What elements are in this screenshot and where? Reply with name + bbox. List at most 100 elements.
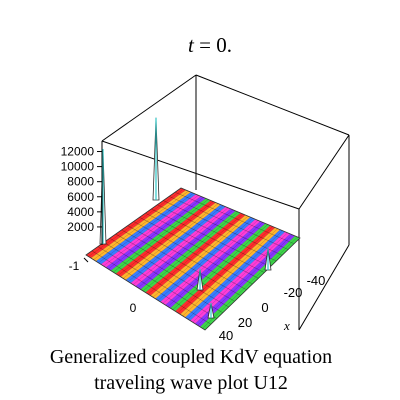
surface-band <box>170 223 271 312</box>
surface-grid-line <box>97 246 218 319</box>
bounding-box-front <box>298 244 350 331</box>
surface-grid-line <box>127 225 247 291</box>
surface-outline <box>85 187 301 331</box>
z-tick-label: 6000 <box>67 190 94 204</box>
bounding-box <box>101 74 350 330</box>
surface-grid-line <box>184 229 281 318</box>
surface-grid-line <box>150 214 246 296</box>
surface-grid-line <box>127 205 224 282</box>
surface-grid-line <box>103 242 223 314</box>
surface-grid-line <box>88 188 184 257</box>
surface-grid-line <box>165 221 261 306</box>
y-axis: -1 0 <box>69 257 137 315</box>
x-tick-label: 40 <box>219 328 233 343</box>
plot-title: t = 0. <box>188 33 232 57</box>
surface-grid-line <box>182 228 278 317</box>
surface-grid-line <box>93 190 189 260</box>
z-tick-label: 4000 <box>67 205 94 219</box>
surface-grid-line <box>95 191 192 262</box>
surface-grid-line <box>163 200 283 256</box>
surface-grid-line <box>189 231 286 321</box>
surface-grid-line <box>132 207 229 285</box>
surface-band <box>90 190 191 262</box>
surface-grid-line <box>110 198 206 271</box>
surface-band <box>135 208 236 290</box>
surface-grid-line <box>130 206 226 284</box>
surface-band <box>105 196 206 271</box>
x-axis-label: x <box>283 318 290 333</box>
caption-line-1: Generalized coupled KdV equation <box>50 346 332 368</box>
surface-band <box>175 225 276 315</box>
surface-grid-line <box>115 233 235 302</box>
surface-grid-line <box>120 202 216 278</box>
surface-grid-line <box>170 223 266 309</box>
surface-band <box>155 217 256 302</box>
surface-grid-line <box>133 221 253 285</box>
surface-band <box>195 233 296 327</box>
surface-grid-line <box>187 230 283 320</box>
surface-grid-line <box>197 234 293 326</box>
surface-grid-line <box>125 204 221 281</box>
surface-grid-line <box>105 196 201 268</box>
surface-grid-line <box>192 232 288 323</box>
surface-grid-line <box>100 194 197 265</box>
box-edge-top-front-left <box>101 140 300 210</box>
surface-band <box>190 231 291 324</box>
surface-band <box>160 219 261 305</box>
surface-grid-line <box>180 227 276 315</box>
surface-grid-line <box>199 235 296 328</box>
surface-floor <box>85 187 301 331</box>
surface-grid-line <box>174 191 295 245</box>
title-variable: t <box>188 33 195 57</box>
surface-grid-line <box>103 195 199 267</box>
surface-grid-line <box>169 196 289 250</box>
x-tick-label: 0 <box>261 300 268 315</box>
surface-grid-line <box>172 224 268 310</box>
surface-grid-line <box>167 222 263 307</box>
surface-grid-line <box>151 208 271 268</box>
surface-grid-line <box>98 193 194 264</box>
surface-band <box>86 188 186 259</box>
box-edge-top-front-right <box>298 134 350 210</box>
surface-grid-line <box>152 215 249 298</box>
x-axis: -40 -20 0 20 40 <box>219 273 326 343</box>
surface-grid-line <box>139 217 259 279</box>
x-tick-label: -20 <box>284 285 303 300</box>
surface-grid-line <box>123 203 219 279</box>
y-tick-label: 0 <box>130 301 137 315</box>
surface-grid-line <box>135 208 231 287</box>
y-tick-mark <box>83 257 89 263</box>
surface-grid-line <box>140 210 236 290</box>
caption-line-2: traveling wave plot U12 <box>94 372 288 394</box>
surface-band <box>95 192 196 265</box>
y-tick-label: -1 <box>69 259 80 273</box>
surface-band <box>185 229 286 321</box>
z-tick-label: 2000 <box>67 220 94 234</box>
surface-band <box>110 198 211 274</box>
z-tick-label: 8000 <box>67 175 94 189</box>
surface-band <box>150 215 251 299</box>
surface-grid-line <box>162 220 259 304</box>
surface-grid-line <box>202 236 298 329</box>
surface-grid-line <box>90 189 187 259</box>
surface-grid-line <box>118 201 214 276</box>
surface-grid-line <box>109 237 229 308</box>
surface-band <box>100 194 201 268</box>
surface-grid-line <box>145 212 265 273</box>
title-value: = 0. <box>194 33 232 57</box>
surface-grid-line <box>147 213 244 295</box>
surface-band <box>180 227 281 318</box>
surface-grid-line <box>113 199 209 273</box>
surface-grid-line <box>142 211 239 292</box>
surface-grid-line <box>115 200 211 274</box>
box-edge-top-back-left <box>101 74 197 142</box>
surface-grid-line <box>121 229 241 296</box>
surface-band <box>140 210 241 293</box>
surface-band <box>165 221 266 309</box>
surface-band <box>125 204 226 284</box>
surface-band <box>115 200 216 277</box>
surface-grid-line <box>157 218 254 301</box>
x-tick-label: 20 <box>238 315 252 330</box>
surface-grid-line <box>108 197 204 270</box>
